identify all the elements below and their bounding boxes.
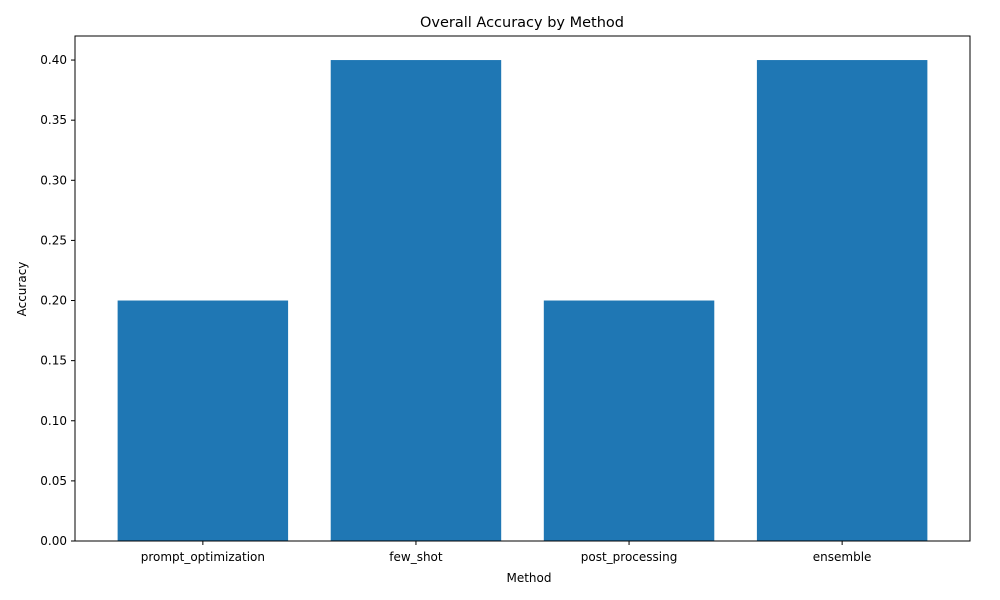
y-tick-label: 0.05 xyxy=(40,474,67,488)
chart-title: Overall Accuracy by Method xyxy=(420,15,624,31)
x-tick-label: few_shot xyxy=(389,550,443,564)
y-axis: 0.00 0.05 0.10 0.15 0.20 0.25 0.30 0.35 0.40 xyxy=(40,53,75,548)
x-tick-label: prompt_optimization xyxy=(141,550,265,564)
y-tick-label: 0.10 xyxy=(40,414,67,428)
bar-ensemble xyxy=(756,60,928,542)
bars-group xyxy=(117,60,928,542)
x-tick-label: ensemble xyxy=(813,550,872,564)
x-axis-label: Method xyxy=(506,571,551,585)
y-tick-label: 0.25 xyxy=(40,233,67,247)
bar-few-shot xyxy=(330,60,502,542)
y-axis-label: Accuracy xyxy=(15,262,29,317)
y-tick-label: 0.20 xyxy=(40,294,67,308)
plot-frame xyxy=(74,35,971,542)
bar-prompt-optimization xyxy=(117,300,289,541)
y-tick-label: 0.00 xyxy=(40,534,67,548)
bar-post-processing xyxy=(543,300,715,541)
x-tick-label: post_processing xyxy=(581,550,678,564)
y-tick-label: 0.35 xyxy=(40,113,67,127)
y-tick-label: 0.30 xyxy=(40,173,67,187)
y-tick-label: 0.15 xyxy=(40,354,67,368)
x-axis: prompt_optimization few_shot post_processi… xyxy=(141,541,872,564)
y-tick-label: 0.40 xyxy=(40,53,67,67)
